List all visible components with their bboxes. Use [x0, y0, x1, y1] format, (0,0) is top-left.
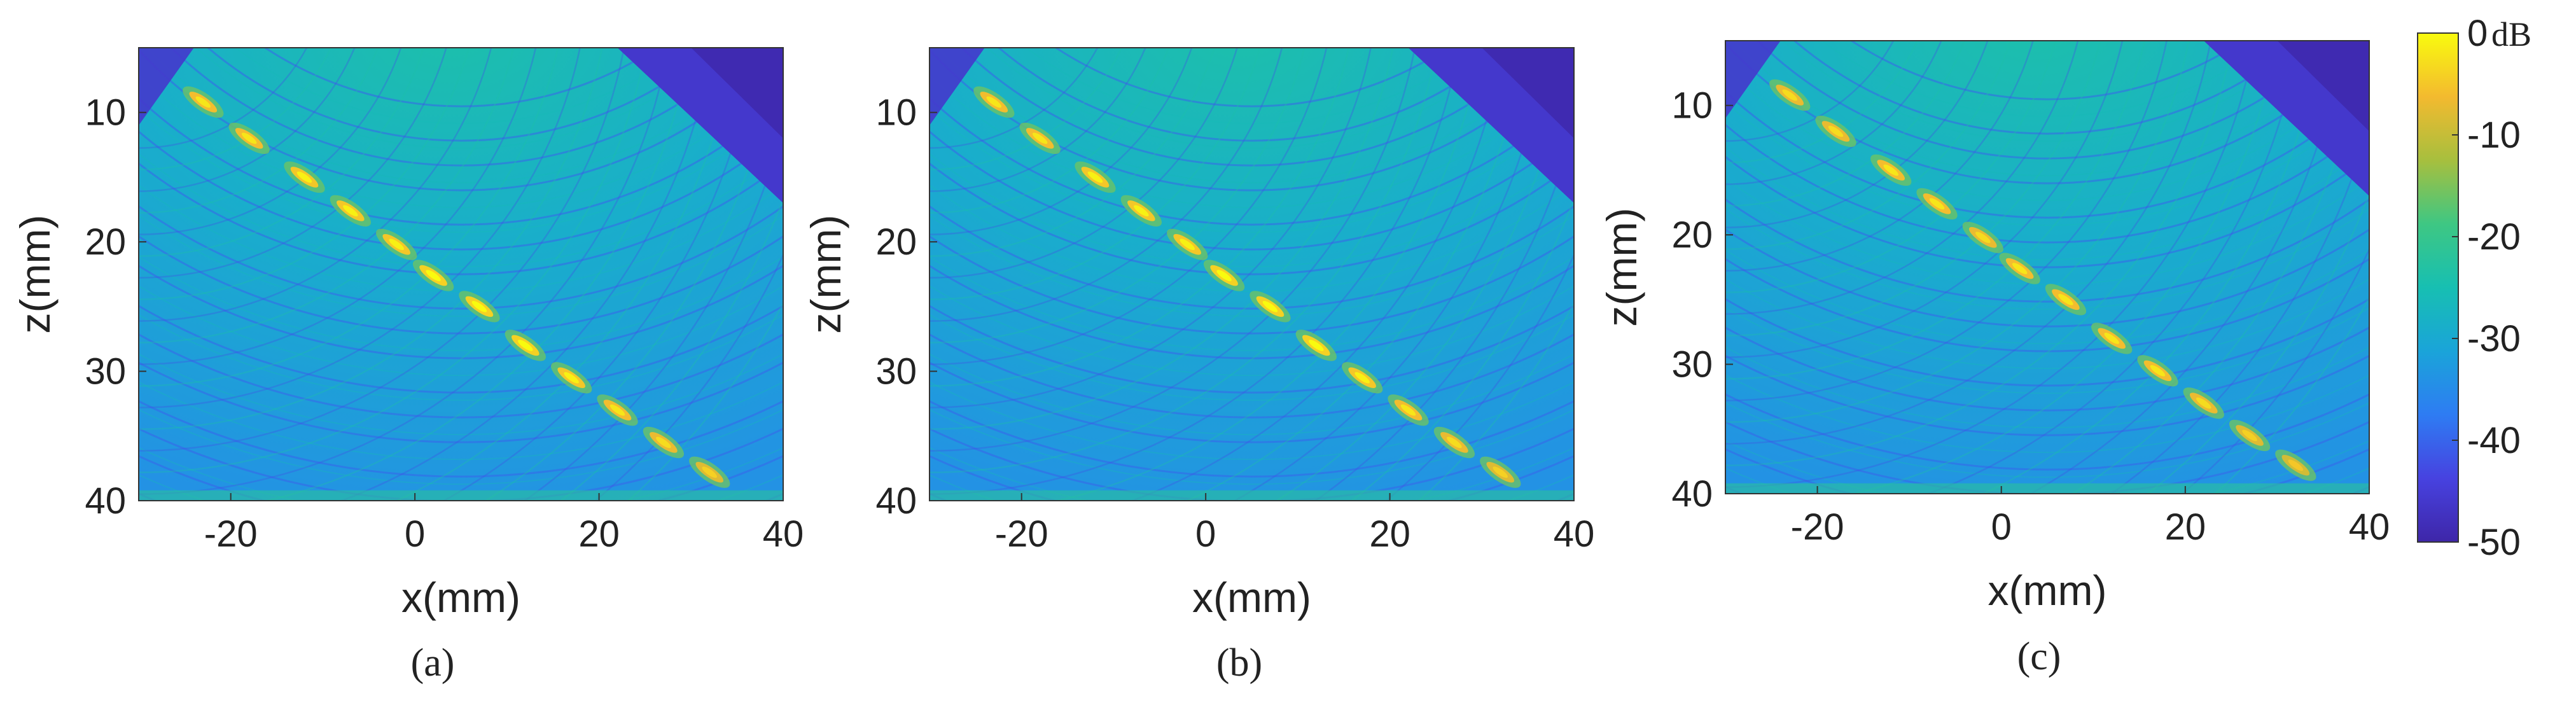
plot-frame — [138, 47, 784, 501]
point-target — [412, 260, 454, 291]
x-tick-label: 20 — [2165, 506, 2206, 548]
y-tick-label: 30 — [85, 351, 126, 393]
point-targets — [183, 86, 730, 488]
colorbar-tick-label: -50 — [2467, 522, 2521, 563]
x-axis-label: x(mm) — [401, 574, 520, 621]
y-axis-label: z(mm) — [802, 215, 849, 334]
point-target — [2229, 419, 2271, 452]
x-tick-label: 0 — [405, 513, 425, 555]
heatmap-image — [929, 48, 1574, 501]
y-tick-label: 10 — [1671, 85, 1713, 127]
artifact-arcs — [929, 48, 1574, 501]
point-target — [376, 228, 417, 260]
point-target — [973, 86, 1015, 118]
heatmap-image — [1725, 41, 2369, 494]
point-target — [1167, 228, 1208, 260]
point-target — [551, 362, 592, 394]
point-target — [228, 122, 270, 155]
panel-b: -20 0 20 40 10 20 30 40 x(mm) z(mm) (b) — [802, 47, 1595, 685]
heatmap-image — [139, 48, 783, 501]
panel-c: -20 0 20 40 10 20 30 40 x(mm) z(mm) (c) — [1598, 40, 2390, 678]
colorbar: 0 -10 -20 -30 -40 -50 dB — [2417, 13, 2531, 563]
colorbar-unit: dB — [2491, 15, 2531, 53]
colorbar-tick-label: 0 — [2467, 13, 2488, 54]
panel-a: -20 0 20 40 10 20 30 40 x(mm) z(mm) (a) — [11, 47, 804, 685]
plot-frame — [1725, 40, 2370, 494]
point-target — [2091, 323, 2133, 354]
y-tick-label: 20 — [875, 221, 917, 263]
x-tick-label: 40 — [763, 513, 804, 555]
point-target — [330, 195, 371, 226]
y-tick-label: 20 — [85, 221, 126, 263]
point-target — [2183, 387, 2224, 419]
y-tick-label: 10 — [875, 92, 917, 134]
artifact-arcs — [1725, 41, 2369, 494]
point-targets — [973, 86, 1521, 488]
y-tick-label: 30 — [875, 351, 917, 393]
point-targets — [1769, 79, 2316, 481]
point-target — [183, 86, 224, 118]
y-axis-label: z(mm) — [1598, 208, 1645, 327]
y-tick-label: 40 — [875, 480, 917, 522]
point-target — [1388, 394, 1429, 426]
panel-label: (a) — [411, 641, 455, 685]
point-target — [284, 161, 325, 193]
point-target — [1870, 154, 1912, 186]
point-target — [1480, 456, 1521, 488]
point-target — [459, 291, 500, 323]
point-target — [1295, 330, 1337, 361]
artifact-arcs — [139, 48, 783, 501]
x-tick-label: 20 — [578, 513, 620, 555]
point-target — [1250, 291, 1291, 323]
colorbar-tick-label: -10 — [2467, 115, 2521, 156]
point-target — [1433, 426, 1475, 459]
y-tick-label: 10 — [85, 92, 126, 134]
x-tick-label: 20 — [1369, 513, 1410, 555]
point-target — [597, 394, 638, 426]
x-tick-label: 40 — [2349, 506, 2390, 548]
point-target — [1120, 195, 1162, 226]
y-axis-label: z(mm) — [11, 215, 59, 334]
point-target — [2275, 449, 2316, 481]
y-tick-label: 40 — [85, 480, 126, 522]
x-tick-label: -20 — [1791, 506, 1844, 548]
point-target — [1075, 161, 1116, 193]
colorbar-tick-label: -30 — [2467, 318, 2521, 359]
point-target — [505, 330, 546, 361]
y-tick-label: 30 — [1671, 344, 1713, 386]
x-axis-label: x(mm) — [1988, 567, 2107, 614]
colorbar-tick-label: -20 — [2467, 216, 2521, 258]
point-target — [1999, 253, 2040, 284]
plot-frame — [929, 47, 1575, 501]
panel-label: (c) — [2017, 635, 2061, 678]
x-tick-label: 0 — [1195, 513, 1216, 555]
x-axis-label: x(mm) — [1192, 574, 1311, 621]
x-tick-label: -20 — [204, 513, 258, 555]
point-target — [643, 426, 685, 459]
point-target — [2045, 284, 2087, 316]
shadow-regions — [1725, 41, 2369, 494]
point-target — [1203, 260, 1245, 291]
point-target — [1342, 362, 1383, 394]
y-tick-label: 20 — [1671, 214, 1713, 256]
shadow-regions — [929, 48, 1574, 501]
x-tick-label: -20 — [995, 513, 1048, 555]
point-target — [1815, 115, 1856, 148]
x-tick-label: 40 — [1554, 513, 1595, 555]
point-target — [1769, 79, 1811, 111]
x-tick-label: 0 — [1991, 506, 2012, 548]
colorbar-gradient — [2417, 32, 2459, 543]
colorbar-tick-label: -40 — [2467, 420, 2521, 461]
point-target — [1019, 122, 1061, 155]
point-target — [2137, 355, 2178, 387]
point-target — [689, 456, 730, 488]
point-target — [1962, 221, 2003, 253]
shadow-regions — [139, 48, 783, 501]
panel-label: (b) — [1216, 641, 1262, 685]
y-tick-label: 40 — [1671, 473, 1713, 515]
point-target — [1916, 188, 1958, 219]
